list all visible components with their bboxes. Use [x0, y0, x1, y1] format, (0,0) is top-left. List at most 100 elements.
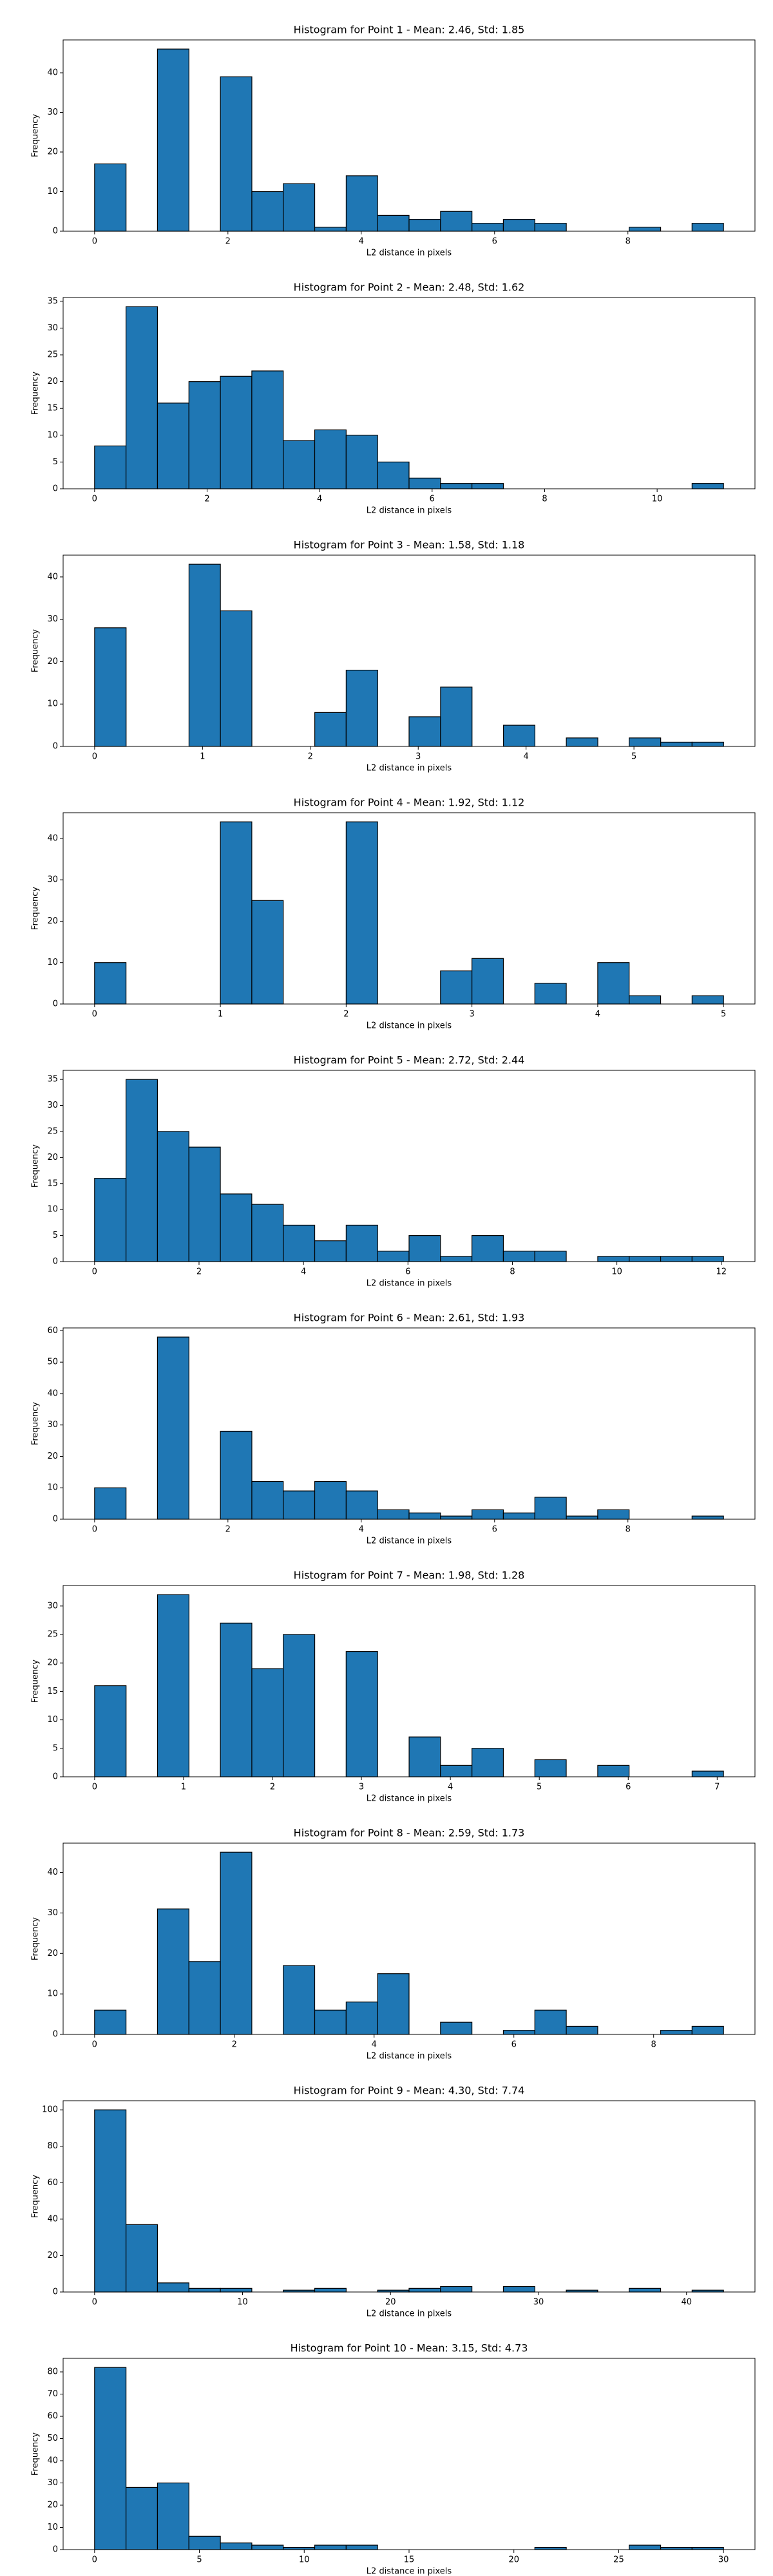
x-tick-label: 0 [92, 1525, 97, 1535]
bar [157, 48, 189, 232]
x-tick-label: 8 [651, 2040, 656, 2050]
bar [314, 1240, 347, 1262]
y-tick-label: 40 [47, 1868, 58, 1877]
bar [314, 429, 347, 489]
x-tick-label: 0 [92, 237, 97, 247]
y-tick-label: 40 [47, 2214, 58, 2224]
bar [408, 716, 441, 747]
y-tick-label: 60 [47, 1326, 58, 1336]
x-tick-label: 4 [317, 495, 322, 504]
x-tick-label: 30 [718, 2555, 729, 2565]
x-tick-label: 10 [237, 2298, 248, 2307]
y-tick-label: 30 [47, 323, 58, 333]
bar [691, 1515, 724, 1520]
bar [691, 995, 724, 1005]
x-axis-label: L2 distance in pixels [367, 506, 452, 516]
bar [314, 2009, 347, 2035]
bar [691, 2025, 724, 2035]
axes-frame [62, 554, 756, 747]
x-tick-label: 0 [92, 1267, 97, 1277]
bar [345, 2002, 378, 2035]
bar [157, 2482, 189, 2550]
y-tick-label: 25 [47, 1630, 58, 1640]
axes-frame [62, 297, 756, 489]
bar [157, 1594, 189, 1777]
y-tick-label: 10 [47, 1205, 58, 1215]
chart-title: Histogram for Point 5 - Mean: 2.72, Std:… [294, 1054, 525, 1066]
y-tick-label: 30 [47, 614, 58, 624]
x-tick-label: 6 [430, 495, 435, 504]
x-tick-label: 2 [204, 495, 209, 504]
bar [157, 402, 189, 489]
x-tick-label: 3 [415, 752, 421, 762]
x-tick-label: 0 [92, 752, 97, 762]
y-tick-label: 30 [47, 2478, 58, 2488]
bar [188, 1146, 221, 1262]
x-tick-label: 4 [372, 2040, 377, 2050]
x-tick-label: 4 [595, 1010, 600, 1019]
x-tick-label: 6 [511, 2040, 517, 2050]
bar [345, 1490, 378, 1520]
x-tick-label: 4 [524, 752, 529, 762]
y-tick-label: 20 [47, 1153, 58, 1162]
x-axis-label: L2 distance in pixels [367, 1021, 452, 1031]
bar [440, 1256, 473, 1262]
bar [408, 218, 441, 232]
bar [472, 958, 504, 1005]
y-axis-label: Frequency [31, 1144, 41, 1188]
x-tick-label: 7 [714, 1783, 720, 1792]
y-tick-label: 10 [47, 1483, 58, 1493]
bar [220, 76, 253, 232]
bar [408, 1235, 441, 1262]
bar [94, 627, 127, 747]
x-axis-label: L2 distance in pixels [367, 1537, 452, 1546]
bar [251, 370, 284, 489]
y-tick-label: 20 [47, 1949, 58, 1958]
bar [597, 962, 630, 1005]
y-axis-label: Frequency [31, 1917, 41, 1960]
y-tick-label: 30 [47, 1101, 58, 1110]
bar [283, 2546, 316, 2550]
bar [377, 214, 410, 232]
y-tick-label: 50 [47, 1358, 58, 1367]
y-tick-label: 10 [47, 1989, 58, 1999]
y-tick-label: 50 [47, 2434, 58, 2443]
y-tick-label: 10 [47, 1715, 58, 1725]
x-tick-label: 2 [232, 2040, 237, 2050]
x-tick-label: 0 [92, 2040, 97, 2050]
y-tick-label: 15 [47, 404, 58, 413]
bar [597, 1509, 630, 1520]
x-axis-label: L2 distance in pixels [367, 2052, 452, 2061]
x-axis-label: L2 distance in pixels [367, 1794, 452, 1804]
bar [502, 1512, 535, 1520]
bar [251, 1481, 284, 1520]
bar [345, 821, 378, 1005]
y-tick-label: 30 [47, 108, 58, 117]
chart-title: Histogram for Point 6 - Mean: 2.61, Std:… [294, 1312, 525, 1324]
bar [691, 223, 724, 232]
bar [314, 712, 347, 747]
y-tick-label: 20 [47, 2501, 58, 2510]
y-tick-label: 35 [47, 1075, 58, 1084]
x-tick-label: 2 [196, 1267, 202, 1277]
bar [157, 2282, 189, 2293]
x-tick-label: 4 [359, 237, 364, 247]
bar [440, 2286, 473, 2293]
bar [691, 483, 724, 489]
bar [440, 970, 473, 1005]
chart-title: Histogram for Point 9 - Mean: 4.30, Std:… [294, 2085, 525, 2097]
axes-frame [62, 2100, 756, 2293]
x-tick-label: 4 [359, 1525, 364, 1535]
y-tick-label: 20 [47, 1658, 58, 1668]
bar [502, 2030, 535, 2035]
y-tick-label: 20 [47, 916, 58, 926]
y-tick-label: 10 [47, 430, 58, 440]
bar [94, 1685, 127, 1777]
bar [220, 610, 253, 747]
y-tick-label: 40 [47, 572, 58, 582]
y-tick-label: 0 [53, 742, 58, 752]
x-tick-label: 0 [92, 2555, 97, 2565]
x-tick-label: 6 [625, 1783, 631, 1792]
